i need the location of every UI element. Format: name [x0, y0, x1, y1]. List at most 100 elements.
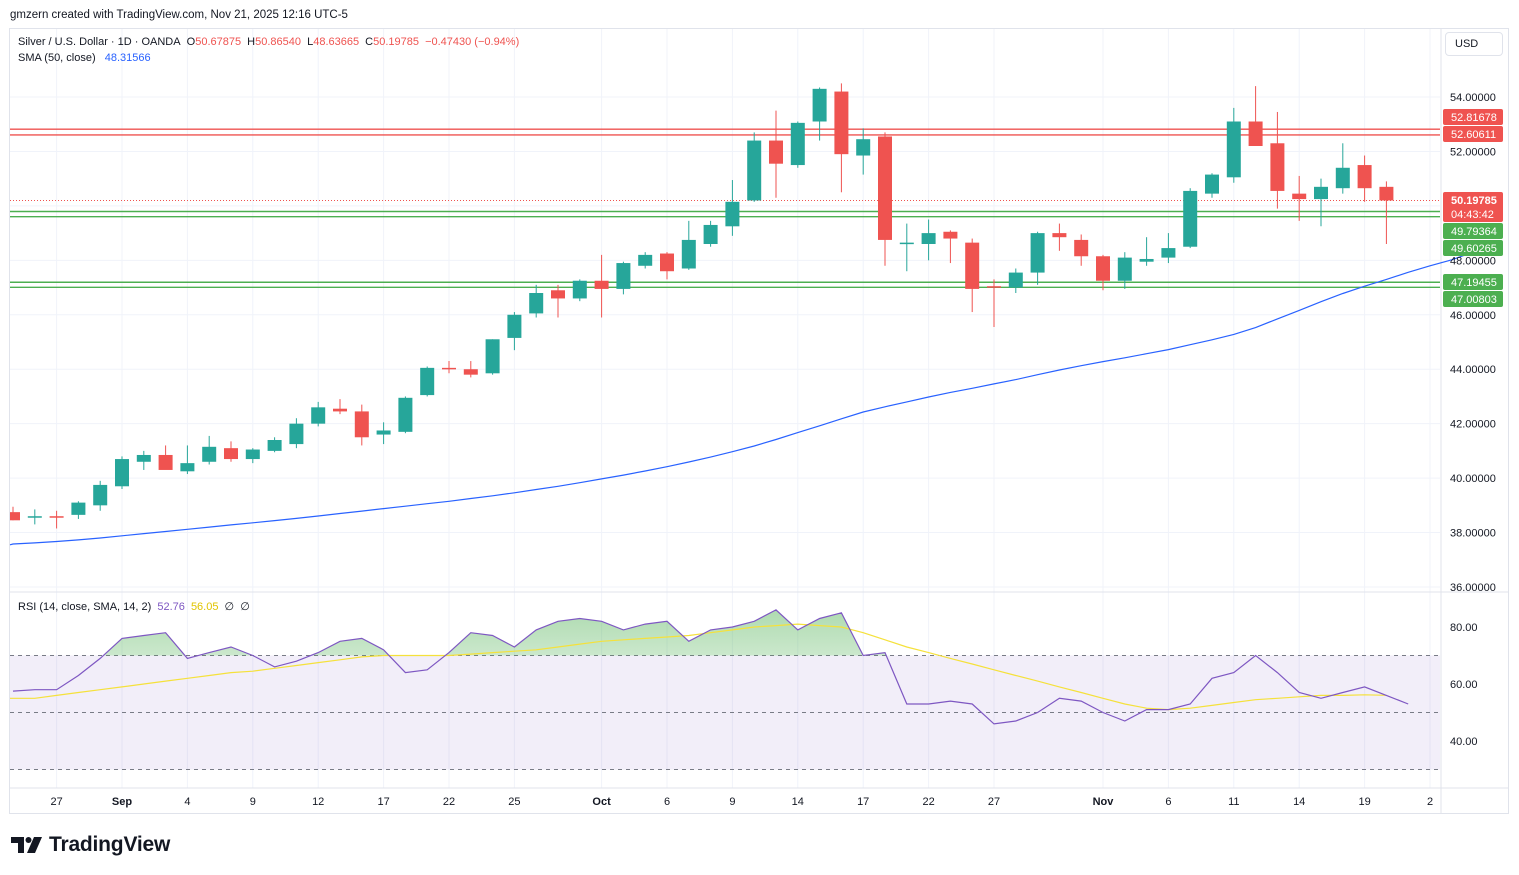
time-tick-label: 2	[1427, 796, 1433, 808]
candle-body	[180, 463, 195, 472]
candle-body	[27, 516, 42, 518]
rsi-extra-2: ∅	[240, 601, 250, 613]
rsi-ma-value: 56.05	[190, 601, 219, 613]
candle-body	[71, 502, 86, 515]
candle	[420, 366, 435, 397]
candle-body	[594, 280, 609, 289]
candle	[769, 110, 783, 198]
time-tick-label: 22	[443, 796, 455, 808]
price-tick-label: 38.00000	[1450, 528, 1496, 540]
candle	[442, 361, 456, 374]
time-tick-label: 17	[857, 796, 869, 808]
candle-body	[245, 449, 260, 460]
candle	[1357, 155, 1372, 202]
high-value: 50.86540	[255, 36, 302, 48]
candle	[27, 509, 42, 525]
rsi-legend: RSI (14, close, SMA, 14, 2) 52.76 56.05 …	[18, 600, 253, 613]
time-tick-label: Oct	[592, 796, 611, 808]
candle-body	[681, 239, 696, 269]
candle-body	[354, 411, 369, 438]
candle-body	[463, 369, 478, 375]
candle-body	[1335, 167, 1350, 189]
symbol-title: Silver / U.S. Dollar · 1D · OANDA	[18, 36, 181, 48]
candle	[289, 418, 304, 449]
candle-body	[420, 367, 435, 396]
candle	[245, 448, 260, 464]
candle	[1270, 111, 1285, 209]
candle	[660, 252, 674, 280]
candle	[376, 422, 391, 445]
candle	[812, 87, 827, 141]
candle	[115, 456, 129, 489]
candle	[703, 220, 718, 247]
rsi-extra-1: ∅	[224, 601, 235, 613]
candle-body	[485, 339, 500, 374]
tradingview-logo: TradingView	[11, 833, 170, 857]
candle	[1314, 178, 1328, 227]
candle-body	[572, 280, 587, 299]
candle-body	[616, 263, 631, 289]
time-tick-label: 14	[1293, 796, 1305, 808]
price-tick-label: 40.00000	[1450, 473, 1496, 485]
candle	[1117, 252, 1132, 289]
candle-body	[1205, 174, 1219, 194]
candle-body	[965, 242, 980, 289]
candle	[1052, 223, 1067, 251]
last-price-badge	[1443, 192, 1503, 222]
candle	[638, 252, 653, 269]
candle-body	[376, 430, 391, 435]
candle	[856, 128, 871, 175]
candle-body	[1292, 193, 1307, 200]
price-tick-label: 36.00000	[1450, 582, 1496, 594]
time-tick-label: 9	[250, 796, 256, 808]
candle-body	[289, 423, 304, 445]
candle-body	[529, 293, 544, 314]
tradingview-logo-text: TradingView	[49, 833, 171, 856]
rsi-label: RSI (14, close, SMA, 14, 2)	[18, 601, 152, 613]
level-badge	[1443, 240, 1503, 256]
candle-body	[921, 233, 936, 244]
candle	[158, 445, 173, 470]
candle-body	[333, 408, 347, 412]
candle	[878, 132, 892, 266]
candle	[529, 284, 544, 318]
candle	[224, 441, 238, 462]
candle-body	[1074, 239, 1089, 257]
rsi-tick-label: 60.00	[1450, 679, 1478, 691]
candle-body	[1008, 272, 1023, 288]
candle	[202, 435, 217, 465]
candle-body	[1270, 143, 1285, 191]
candle	[463, 361, 478, 378]
candle	[1183, 188, 1198, 249]
candle	[616, 261, 631, 295]
candle-body	[311, 407, 326, 424]
candle-body	[790, 122, 805, 166]
candle-body	[660, 253, 674, 272]
candle	[1292, 175, 1307, 221]
candle	[333, 399, 347, 415]
level-badge	[1443, 291, 1503, 307]
price-tick-label: 48.00000	[1450, 255, 1496, 267]
candle	[180, 445, 195, 475]
candle-body	[398, 397, 413, 432]
candle	[267, 437, 282, 453]
candle	[1205, 173, 1219, 198]
candle	[899, 223, 914, 272]
sma-line	[9, 251, 1474, 546]
candle-body	[158, 454, 173, 470]
candle-body	[1052, 233, 1067, 238]
candle-body	[1139, 258, 1154, 262]
rsi-line	[12, 609, 1409, 725]
candle-body	[1096, 256, 1110, 281]
level-badge	[1443, 274, 1503, 290]
level-badge-label: 52.60611	[1451, 129, 1496, 141]
sma-value: 48.31566	[104, 52, 151, 64]
time-tick-label: 27	[988, 796, 1000, 808]
sma-legend: SMA (50, close) 48.31566	[18, 52, 154, 64]
price-tick-label: 46.00000	[1450, 310, 1496, 322]
candle	[398, 396, 413, 434]
candle-body	[878, 136, 892, 240]
candle-body	[10, 512, 20, 521]
currency-button[interactable]: USD	[1445, 32, 1503, 56]
